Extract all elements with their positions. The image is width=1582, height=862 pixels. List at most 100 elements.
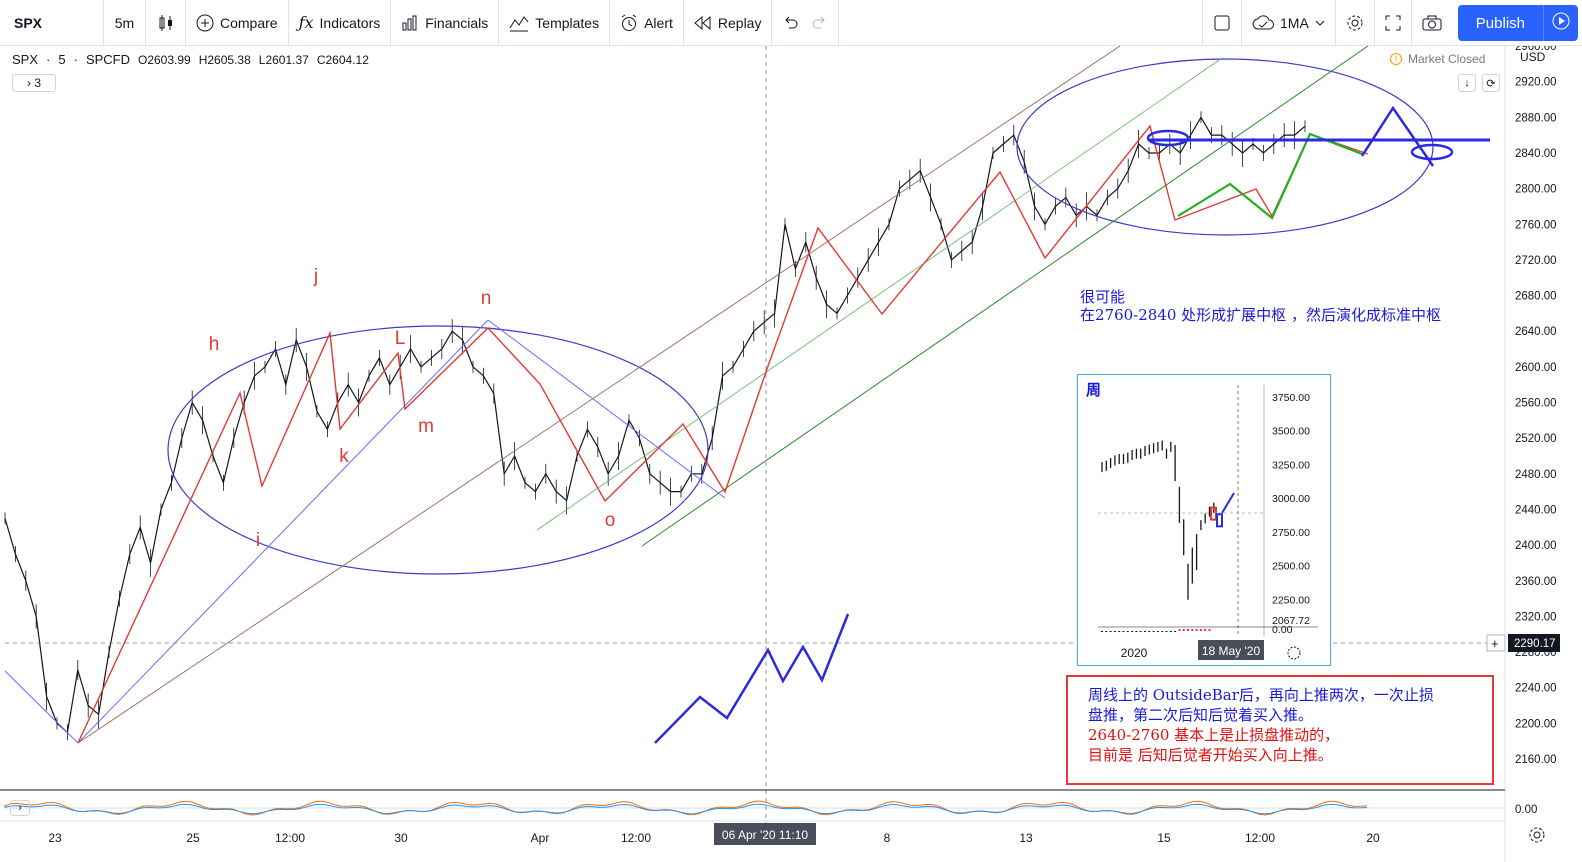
snapshot-button[interactable] (1412, 0, 1452, 46)
price-tick-label: 2240.00 (1515, 683, 1557, 695)
channel-line-light-green (536, 57, 1223, 531)
price-series (4, 111, 1306, 741)
time-tick-label: 20 (1366, 831, 1380, 845)
square-icon (1213, 14, 1231, 32)
legend-symbol[interactable]: SPX (12, 52, 39, 67)
currency-label[interactable]: USD (1520, 50, 1546, 64)
price-tick-label: 2920.00 (1515, 77, 1557, 89)
price-chart[interactable]: 2960.00 2920.00 2880.00 2840.00 2800.00 2760.… (0, 46, 1582, 862)
arrow-down-icon: ↓ (1464, 77, 1470, 89)
time-tick-label: 12:00 (621, 831, 651, 845)
inset-gear-icon (1287, 646, 1301, 660)
templates-button[interactable]: Templates (499, 0, 611, 46)
wave-label-h: h (209, 334, 220, 355)
chevron-down-icon (1315, 20, 1325, 26)
symbol-search-button[interactable]: SPX (0, 0, 104, 46)
trend-line-blue-right (487, 319, 726, 499)
axis-settings-button[interactable] (1528, 826, 1546, 849)
symbol-label: SPX (14, 14, 43, 31)
crosshair-price-badge (1508, 633, 1560, 652)
indicators-collapse-button[interactable]: › 3 (12, 74, 56, 92)
time-axis: 23 25 12:00 30 Apr 12:00 8 13 15 12:00 20 06 Apr '2… (0, 820, 1505, 845)
inset-title: 周 (1086, 381, 1102, 399)
undo-icon[interactable] (782, 16, 798, 30)
replay-button[interactable]: Replay (684, 0, 773, 46)
price-tick-label: 2440.00 (1515, 504, 1557, 516)
price-tick-label: 2360.00 (1515, 576, 1557, 588)
time-tick-label: 23 (48, 831, 62, 845)
analysis-note: 很可能 在2760-2840 处形成扩展中枢 ，然后演化成标准中枢 (1080, 288, 1441, 324)
time-tick-label: 15 (1157, 831, 1171, 845)
inset-date-badge (1198, 640, 1264, 660)
plus-circle-icon (196, 14, 214, 32)
pane-expand-button[interactable]: › (10, 800, 30, 816)
crosshair-price-label: 2290.17 (1514, 638, 1556, 650)
weekly-inset-chart: 周 3750.00 3500.00 3250.00 3000.00 2750.00 250… (1077, 374, 1331, 666)
legend-high: H2605.38 (198, 52, 251, 67)
alert-button[interactable]: Alert (610, 0, 684, 46)
financials-button[interactable]: Financials (391, 0, 500, 46)
inset-price-label: 2250.00 (1272, 594, 1310, 606)
rewind-icon (694, 15, 712, 30)
wave-label-j: j (313, 266, 318, 287)
wave-labels: h j i k Lm n o (209, 266, 616, 551)
compare-label: Compare (220, 14, 278, 31)
conclusion-line1: 周线上的 OutsideBar后，再向上推两次，一次止损 (1088, 686, 1434, 704)
publish-menu-button[interactable] (1543, 5, 1578, 41)
redo-icon[interactable] (812, 16, 828, 30)
settings-button[interactable] (1336, 0, 1375, 46)
inset-price-label: 3000.00 (1272, 493, 1310, 505)
price-tick-label: 2400.00 (1515, 540, 1557, 552)
market-status-label: Market Closed (1408, 52, 1486, 66)
cloud-icon (1252, 15, 1274, 31)
price-tick-label: 2640.00 (1515, 326, 1557, 338)
inset-year-label: 2020 (1121, 646, 1148, 660)
compare-button[interactable]: Compare (186, 0, 289, 46)
price-tick-label: 2960.00 (1515, 46, 1557, 53)
time-tick-label: 12:00 (1245, 831, 1275, 845)
publish-button[interactable]: Publish (1457, 5, 1543, 41)
highlight-ellipse-right (1410, 143, 1454, 161)
layout-save-button[interactable]: 1MA (1242, 0, 1336, 46)
auto-scale-button[interactable]: ⟳ (1482, 74, 1500, 92)
projection-zigzag-top (1360, 105, 1435, 167)
price-tick-label: 2200.00 (1515, 718, 1557, 730)
inset-price-label: 0.00 (1272, 624, 1293, 636)
bar-chart-icon (401, 14, 419, 32)
alarm-clock-icon (620, 14, 638, 32)
price-tick-label: 2720.00 (1515, 255, 1557, 267)
annotation-lines (4, 46, 1505, 836)
time-tick-label: 13 (1019, 831, 1033, 845)
publish-label: Publish (1475, 14, 1525, 32)
wave-label-m: m (418, 416, 434, 437)
conclusion-line3: 2640-2760 基本上是止损盘推动的， (1088, 726, 1340, 744)
replay-label: Replay (717, 14, 762, 31)
projection-zigzag-bottom (654, 613, 850, 744)
analysis-note-line1: 很可能 (1080, 288, 1126, 306)
price-tick-label: 2320.00 (1515, 611, 1557, 623)
scroll-down-button[interactable]: ↓ (1458, 74, 1476, 92)
wave-label-i: i (256, 530, 260, 551)
chart-style-button[interactable] (146, 0, 186, 46)
refresh-icon: ⟳ (1486, 77, 1496, 90)
plus-icon: + (1491, 636, 1499, 651)
add-alert-plus-button (1486, 634, 1506, 652)
interval-button[interactable]: 5m (104, 0, 146, 46)
trend-line-blue-left (77, 319, 489, 744)
inset-price-label: 3750.00 (1272, 392, 1310, 404)
fullscreen-layout-button[interactable] (1202, 0, 1242, 46)
chevron-right-icon: › (26, 76, 35, 90)
fullscreen-button[interactable] (1375, 0, 1412, 46)
market-status[interactable]: ! Market Closed (1390, 52, 1485, 66)
wave-label-o: o (605, 510, 616, 531)
inset-price-label: 2750.00 (1272, 527, 1310, 539)
oscillator-pane: 0.00 (0, 789, 1537, 816)
conclusion-line2: 盘推，第二次后知后觉着买入推。 (1088, 706, 1314, 724)
alert-label: Alert (644, 14, 673, 31)
crosshair-time-badge (714, 823, 816, 845)
expand-icon (1385, 15, 1401, 31)
conclusion-line4: 目前是 后知后觉者开始买入向上推。 (1088, 746, 1333, 764)
indicators-button[interactable]: ƒx Indicators (289, 0, 392, 46)
play-icon (1552, 12, 1570, 35)
candles-icon (157, 14, 175, 32)
